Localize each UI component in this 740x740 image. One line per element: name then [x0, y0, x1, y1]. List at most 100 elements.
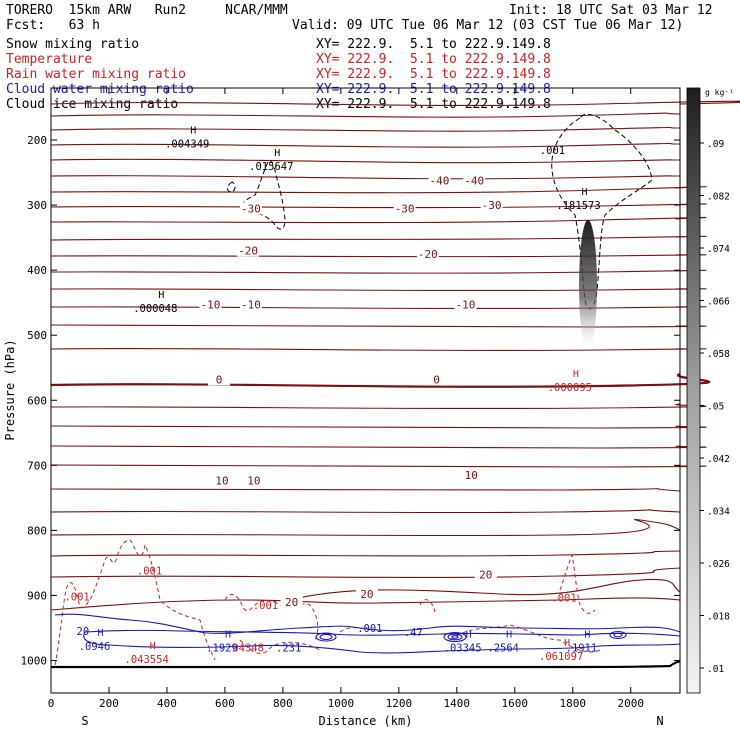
x-tick-label: 1000 — [328, 697, 355, 710]
isotherm-line — [50, 126, 681, 132]
isotherm-line — [50, 100, 740, 106]
isotherm-line — [50, 216, 707, 224]
field-cloud-ice-xy: XY= 222.9. 5.1 to 222.9.149.8 — [316, 97, 551, 112]
isotherm-line — [50, 518, 681, 537]
annotation-value: .061097 — [539, 651, 583, 663]
contour-label-bg — [460, 469, 483, 482]
y-tick-label: 400 — [27, 264, 47, 277]
y-tick-label: 800 — [27, 524, 47, 537]
temperature-contour-label: 20 — [479, 569, 492, 582]
temperature-contour-label: 20 — [360, 588, 373, 601]
isotherm-line — [50, 175, 681, 180]
temperature-contour-label: 10 — [215, 474, 228, 487]
x-tick-label: 400 — [157, 697, 177, 710]
contour-label-bg — [240, 202, 263, 215]
isotherm-line — [50, 158, 681, 164]
annotation-value: .000095 — [548, 382, 592, 394]
forecast-hour: Fcst: 63 h — [6, 18, 100, 33]
rain-contour — [239, 639, 321, 654]
isotherm-line — [50, 597, 681, 611]
annotation-value: .004349 — [165, 138, 209, 150]
isotherm-line — [289, 578, 681, 601]
isotherm-line — [50, 567, 681, 578]
isotherm-line — [50, 372, 711, 388]
valid-time: Valid: 09 UTC Tue 06 Mar 12 (03 CST Tue … — [292, 18, 684, 33]
colorbar-tick-label: .026 — [707, 559, 730, 570]
cloud-water-contour — [83, 631, 681, 654]
isotherm-line — [50, 254, 707, 258]
rain-contour — [224, 594, 319, 641]
contour-label-bg — [463, 174, 486, 187]
temperature-contour-label: -20 — [238, 245, 258, 258]
cloud-water-core — [443, 631, 467, 643]
annotation-value: .015647 — [249, 161, 293, 173]
annotation-value: .001 — [253, 600, 278, 612]
x-tick-label: 1400 — [444, 697, 471, 710]
colorbar — [686, 87, 701, 694]
temperature-contour-label: -20 — [418, 248, 438, 261]
y-tick-label: 1000 — [21, 654, 48, 667]
annotation-value: .181573 — [556, 200, 600, 212]
colorbar-tick-label: .082 — [707, 192, 730, 203]
isotherm-line — [50, 324, 707, 328]
max-marker-h: H — [506, 629, 512, 640]
contour-label-bg — [211, 474, 234, 487]
annotation-value: .2564 — [487, 642, 519, 654]
max-marker-h: H — [564, 638, 570, 649]
colorbar-unit: g kg⁻¹ — [705, 88, 734, 97]
annotation-value: .0946 — [79, 641, 111, 653]
y-tick-label: 900 — [27, 589, 47, 602]
isotherm-line — [50, 509, 681, 514]
north-label: N — [656, 714, 663, 728]
x-tick-label: 800 — [273, 697, 293, 710]
temperature-contour-label: -30 — [241, 202, 261, 215]
contour-label-bg — [428, 174, 451, 187]
colorbar-tick-label: .01 — [707, 664, 724, 675]
cloud-water-core — [447, 633, 463, 641]
y-tick-label: 500 — [27, 329, 47, 342]
colorbar-tick-label: .058 — [707, 349, 730, 360]
isotherm-line — [50, 203, 707, 209]
max-marker-h: H — [158, 290, 164, 301]
isotherm-line — [50, 488, 681, 492]
annotation-value: .001 — [357, 623, 382, 635]
temperature-contour-label: -10 — [241, 299, 261, 312]
field-rain-xy: XY= 222.9. 5.1 to 222.9.149.8 — [316, 67, 551, 82]
rain-contour — [559, 553, 596, 614]
cloud-water-core — [315, 632, 337, 642]
field-snow-label: Snow mixing ratio — [6, 37, 140, 52]
x-axis-title: Distance (km) — [319, 714, 413, 728]
max-marker-h: H — [584, 629, 590, 640]
contour-label-bg — [280, 595, 303, 608]
temperature-contour-label: 0 — [216, 373, 223, 386]
south-label: S — [81, 714, 88, 728]
temperature-contour-label: -30 — [482, 199, 502, 212]
temperature-contour-label: 20 — [285, 596, 298, 609]
annotation-value: .1911 — [566, 642, 598, 654]
annotation-value: 20 — [77, 626, 90, 638]
annotation-value: .03345 — [444, 642, 482, 654]
colorbar-tick-label: .066 — [707, 297, 730, 308]
annotation-value: .043554 — [125, 654, 169, 666]
max-marker-h: H — [274, 148, 280, 159]
isotherm-line — [50, 288, 707, 292]
contour-label-bg — [199, 298, 222, 311]
cloud-water-core — [609, 630, 627, 640]
terrain-line — [51, 660, 681, 669]
isotherm-line — [50, 550, 681, 557]
isotherm-line — [50, 142, 681, 148]
colorbar-tick-label: .05 — [707, 402, 724, 413]
temperature-contour-label: 0 — [433, 373, 440, 386]
cloud-water-contour — [54, 613, 681, 634]
colorbar-tick-label: .09 — [707, 139, 724, 150]
max-marker-h: H — [225, 629, 231, 640]
y-tick-label: 600 — [27, 394, 47, 407]
isotherm-line — [50, 347, 707, 352]
field-cloud-water-xy: XY= 222.9. 5.1 to 222.9.149.8 — [316, 82, 551, 97]
field-temperature-xy: XY= 222.9. 5.1 to 222.9.149.8 — [316, 52, 551, 67]
annotation-value: .001 — [137, 566, 162, 578]
x-tick-label: 0 — [48, 697, 55, 710]
x-tick-label: 200 — [99, 697, 119, 710]
max-marker-h: H — [150, 641, 156, 652]
field-rain-label: Rain water mixing ratio — [6, 67, 187, 82]
